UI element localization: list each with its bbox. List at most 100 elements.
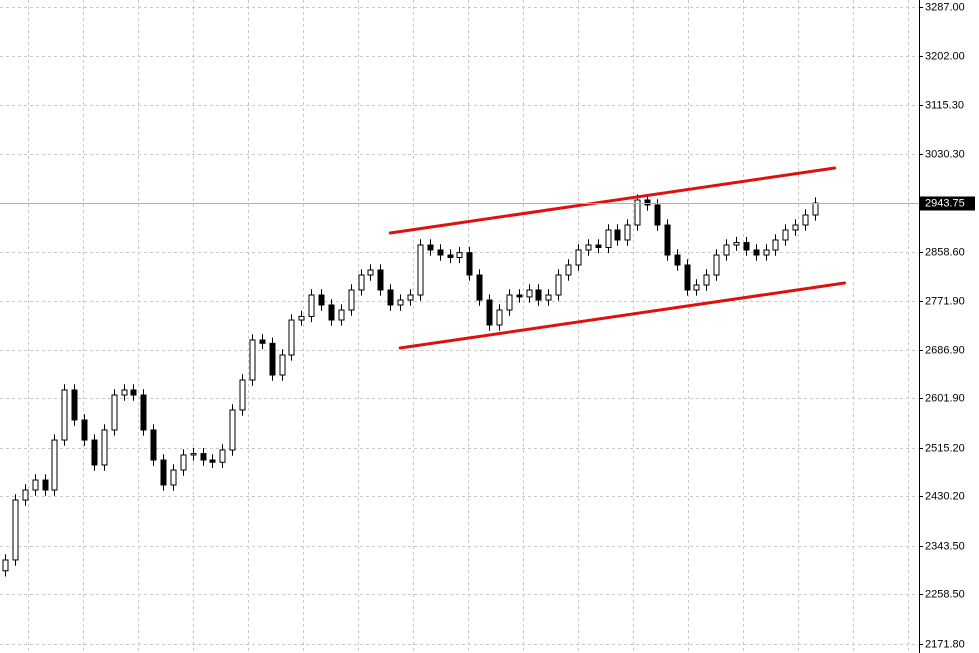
candle-body [150,429,157,461]
candle-body [190,453,197,456]
candle-body [516,294,523,298]
candle-body [170,469,177,486]
candle-body [427,244,434,251]
candle-body [91,439,98,466]
candle-body [575,249,582,266]
candle-body [328,304,335,321]
candle-body [763,249,770,256]
candle-body [397,299,404,306]
y-tick-label: 2771.90 [925,295,965,307]
candle-body [693,284,700,291]
last-price-label: 2943.75 [925,197,965,209]
candle-body [81,419,88,441]
candle-body [219,449,226,463]
candle-body [644,199,651,206]
candle-body [535,289,542,301]
candle-body [782,229,789,241]
candle-body [338,309,345,321]
candle-body [348,289,355,311]
candle-body [209,459,216,463]
candle-body [664,224,671,256]
candle-body [180,454,187,471]
candle-body [200,453,207,461]
candle-body [614,229,621,241]
candle-body [456,252,463,258]
candle-body [249,339,256,381]
candle-body [22,489,29,501]
candle-body [298,315,305,321]
candle-body [743,242,750,251]
candle-body [358,274,365,291]
y-tick-label: 3202.00 [925,50,965,62]
candle-body [555,274,562,296]
candle-body [2,559,9,572]
candle-body [654,204,661,226]
candle-body [279,354,286,376]
candle-body [476,274,483,301]
candle-body [308,294,315,317]
y-tick-label: 2858.60 [925,246,965,258]
candle-body [387,289,394,306]
y-tick-label: 2258.50 [925,588,965,600]
candle-body [496,309,503,326]
candle-body [703,274,710,286]
y-tick-label: 2343.50 [925,540,965,552]
candle-body [71,389,78,421]
candle-body [753,249,760,256]
candle-body [723,244,730,256]
y-tick-label: 2515.20 [925,442,965,454]
candle-body [812,202,819,216]
candle-body [466,252,473,276]
candle-body [111,394,118,431]
candle-body [140,394,147,431]
candle-body [12,499,19,561]
candle-body [506,294,513,311]
candle-body [585,244,592,251]
candle-body [545,294,552,301]
candle-body [713,254,720,276]
candle-body [288,319,295,356]
candle-body [259,339,266,344]
candle-body [684,264,691,291]
candle-body [269,342,276,376]
candle-body [486,299,493,326]
y-tick-label: 2601.90 [925,392,965,404]
candle-body [733,242,740,246]
y-tick-label: 3115.30 [925,99,964,111]
candle-body [407,294,414,301]
candle-body [377,269,384,291]
candle-body [160,459,167,486]
trend-line [398,281,847,350]
candle-body [634,199,641,226]
candle-body [624,224,631,241]
candle-body [447,254,454,258]
vertical-grid [28,0,909,653]
candle-body [61,389,68,441]
candle-body [595,244,602,248]
candle-body [437,249,444,256]
candle-body [367,269,374,276]
candle-body [42,479,49,491]
candle-body [229,409,236,451]
candle-body [130,389,137,396]
candle-body [101,429,108,466]
candle-body [32,479,39,491]
y-tick-label: 3030.30 [925,148,965,160]
candle-body [318,294,325,306]
candle-body [792,224,799,231]
candle-body [239,379,246,411]
y-tick-label: 2430.20 [925,490,965,502]
candle-body [802,214,809,226]
candle-body [674,254,681,266]
candle-body [417,244,424,296]
last-price-box [920,196,975,211]
candle-body [51,439,58,491]
candle-body [121,389,128,396]
y-tick-label: 2686.90 [925,344,965,356]
candle-body [526,289,533,298]
trend-line [388,166,837,235]
y-tick-label: 3287.00 [925,1,965,13]
candle-body [772,239,779,251]
y-tick-label: 2171.80 [925,638,965,650]
